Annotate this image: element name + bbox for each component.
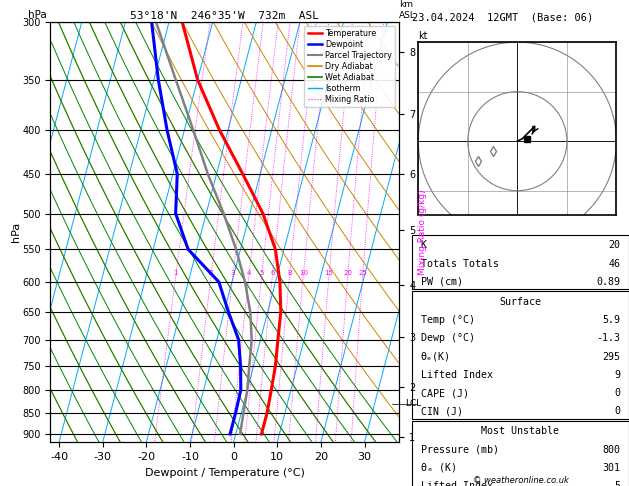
- Text: CIN (J): CIN (J): [421, 406, 463, 416]
- Text: 15: 15: [325, 270, 333, 276]
- Bar: [412, 420, 629, 486]
- Text: Temp (°C): Temp (°C): [421, 315, 475, 325]
- Text: 5.9: 5.9: [603, 315, 620, 325]
- Text: hPa: hPa: [28, 10, 47, 20]
- Bar: [412, 291, 629, 418]
- Text: 20: 20: [343, 270, 352, 276]
- Text: 1: 1: [174, 270, 178, 276]
- Bar: [412, 235, 629, 289]
- Text: 0: 0: [615, 388, 620, 398]
- Text: 5: 5: [260, 270, 264, 276]
- Text: 8: 8: [287, 270, 292, 276]
- Text: © weatheronline.co.uk: © weatheronline.co.uk: [472, 476, 569, 485]
- Text: 23.04.2024  12GMT  (Base: 06): 23.04.2024 12GMT (Base: 06): [412, 12, 593, 22]
- Text: CAPE (J): CAPE (J): [421, 388, 469, 398]
- Text: Lifted Index: Lifted Index: [421, 370, 493, 380]
- Text: Surface: Surface: [499, 297, 542, 307]
- Text: 295: 295: [603, 352, 620, 362]
- Text: K: K: [421, 241, 426, 250]
- Text: Most Unstable: Most Unstable: [481, 426, 560, 436]
- Text: 301: 301: [603, 463, 620, 473]
- Text: Lifted Index: Lifted Index: [421, 481, 493, 486]
- Text: θₑ(K): θₑ(K): [421, 352, 450, 362]
- Text: LCL: LCL: [404, 399, 421, 408]
- Text: Dewp (°C): Dewp (°C): [421, 333, 475, 344]
- Text: 0.89: 0.89: [596, 277, 620, 287]
- Y-axis label: Mixing Ratio (g/kg): Mixing Ratio (g/kg): [418, 189, 427, 275]
- Text: θₑ (K): θₑ (K): [421, 463, 457, 473]
- Text: 6: 6: [270, 270, 275, 276]
- Text: 0: 0: [615, 406, 620, 416]
- Text: 800: 800: [603, 445, 620, 455]
- Text: 10: 10: [299, 270, 308, 276]
- Text: 25: 25: [359, 270, 367, 276]
- X-axis label: Dewpoint / Temperature (°C): Dewpoint / Temperature (°C): [145, 468, 305, 478]
- Text: 4: 4: [247, 270, 251, 276]
- Text: -1.3: -1.3: [596, 333, 620, 344]
- Text: 9: 9: [615, 370, 620, 380]
- Text: Totals Totals: Totals Totals: [421, 259, 499, 269]
- Text: km
ASL: km ASL: [399, 0, 416, 20]
- Text: 20: 20: [608, 241, 620, 250]
- Legend: Temperature, Dewpoint, Parcel Trajectory, Dry Adiabat, Wet Adiabat, Isotherm, Mi: Temperature, Dewpoint, Parcel Trajectory…: [304, 26, 396, 107]
- Text: PW (cm): PW (cm): [421, 277, 463, 287]
- Text: 3: 3: [231, 270, 235, 276]
- Title: 53°18'N  246°35'W  732m  ASL: 53°18'N 246°35'W 732m ASL: [130, 11, 320, 21]
- Text: Pressure (mb): Pressure (mb): [421, 445, 499, 455]
- Text: kt: kt: [418, 31, 428, 41]
- Text: 46: 46: [608, 259, 620, 269]
- Text: 2: 2: [209, 270, 213, 276]
- Y-axis label: hPa: hPa: [11, 222, 21, 242]
- Text: 5: 5: [615, 481, 620, 486]
